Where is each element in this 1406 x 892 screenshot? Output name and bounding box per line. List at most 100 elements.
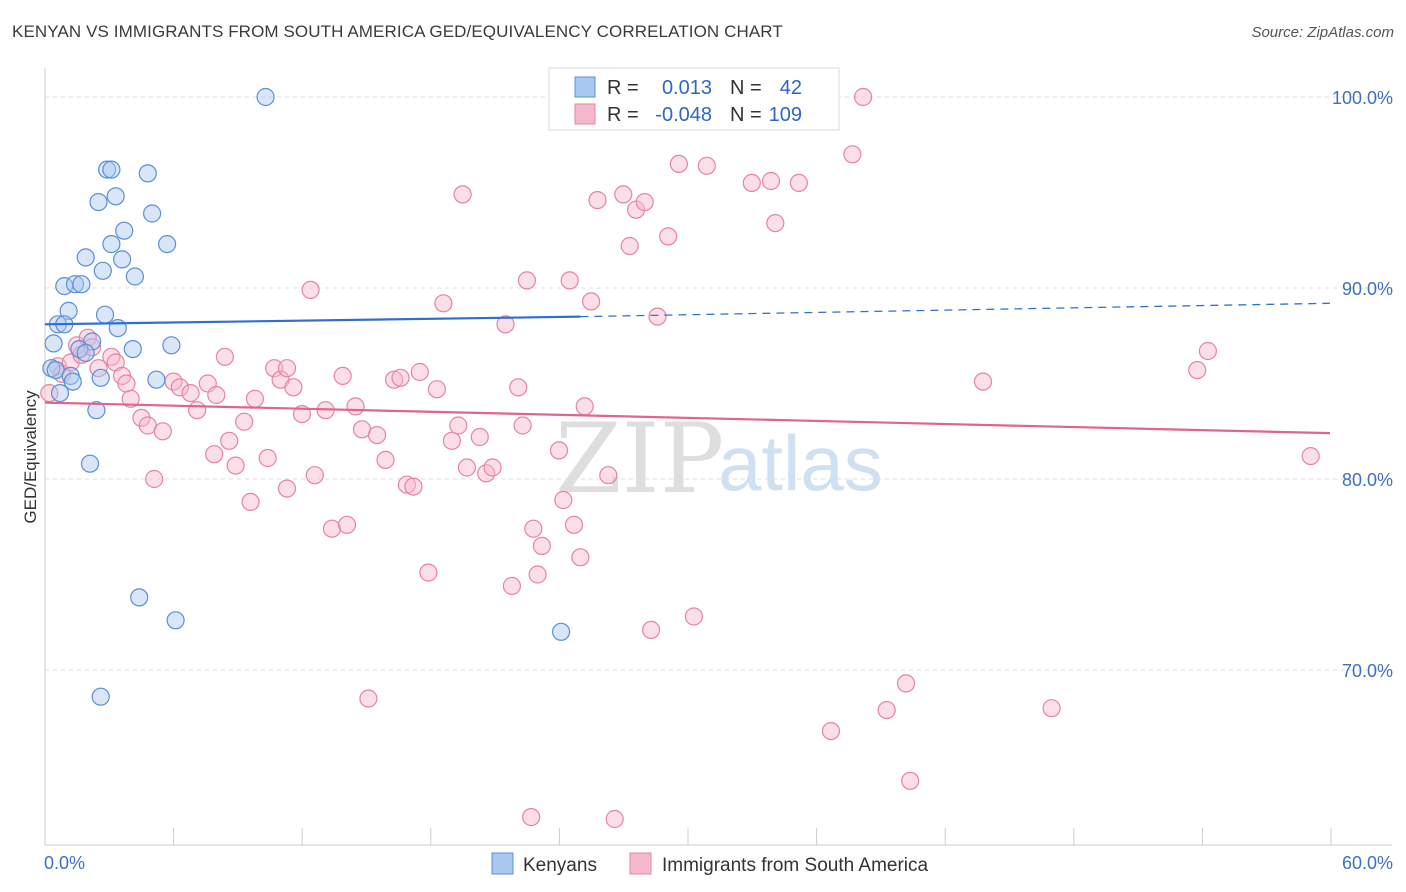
data-point bbox=[896, 674, 916, 693]
data-point bbox=[153, 422, 172, 441]
data-point bbox=[697, 156, 716, 175]
data-point bbox=[877, 700, 896, 720]
legend-n-value-1: 42 bbox=[780, 77, 802, 99]
data-point bbox=[158, 235, 177, 254]
data-point bbox=[91, 368, 110, 387]
data-point bbox=[346, 397, 365, 416]
data-point bbox=[50, 384, 70, 403]
data-point bbox=[635, 193, 654, 212]
chart-title: KENYAN VS IMMIGRANTS FROM SOUTH AMERICA … bbox=[12, 22, 783, 41]
data-point bbox=[130, 588, 149, 607]
data-point bbox=[517, 271, 537, 290]
trend-line-kenyans bbox=[44, 315, 581, 326]
data-point bbox=[258, 448, 277, 468]
data-point bbox=[235, 412, 254, 431]
data-point bbox=[215, 347, 234, 366]
legend-r-label-1: R = bbox=[607, 77, 639, 99]
data-point bbox=[669, 154, 689, 173]
data-point bbox=[761, 171, 781, 191]
data-point bbox=[1198, 341, 1218, 361]
data-point bbox=[457, 458, 476, 477]
data-point bbox=[220, 431, 239, 450]
data-point bbox=[641, 620, 661, 640]
data-point bbox=[97, 160, 117, 179]
data-point bbox=[117, 374, 136, 393]
data-point bbox=[44, 334, 63, 353]
data-point bbox=[427, 380, 446, 399]
data-point bbox=[524, 519, 543, 538]
x-tick-marks bbox=[44, 828, 1332, 845]
data-point bbox=[404, 477, 423, 496]
data-point bbox=[115, 221, 134, 240]
data-point bbox=[181, 384, 200, 403]
data-point bbox=[367, 426, 387, 445]
data-point bbox=[143, 204, 162, 223]
data-point bbox=[821, 721, 841, 741]
data-point bbox=[385, 370, 404, 389]
data-point bbox=[125, 267, 144, 286]
data-point bbox=[112, 250, 132, 269]
data-point bbox=[434, 294, 453, 313]
data-point bbox=[453, 185, 472, 204]
data-point bbox=[138, 164, 157, 183]
data-point bbox=[449, 416, 468, 435]
data-point bbox=[571, 548, 590, 567]
data-point bbox=[575, 397, 594, 416]
legend-r-value-1: 0.013 bbox=[662, 77, 712, 99]
data-point bbox=[87, 401, 106, 420]
data-point bbox=[560, 271, 579, 290]
y-tick-label: 90.0% bbox=[1342, 279, 1393, 299]
data-point bbox=[789, 173, 809, 192]
data-point bbox=[614, 185, 633, 204]
legend-r-label-2: R = bbox=[607, 104, 639, 126]
data-point bbox=[843, 145, 862, 164]
data-point bbox=[322, 519, 342, 538]
data-point bbox=[419, 563, 438, 582]
data-point bbox=[605, 809, 624, 829]
data-point bbox=[496, 315, 515, 334]
data-point bbox=[620, 236, 639, 256]
data-point bbox=[599, 466, 618, 485]
data-point bbox=[170, 378, 189, 397]
data-point bbox=[301, 280, 320, 299]
data-point bbox=[162, 336, 181, 355]
data-point bbox=[123, 340, 142, 359]
data-point bbox=[551, 622, 571, 641]
data-point bbox=[284, 378, 303, 397]
data-point bbox=[359, 689, 378, 708]
series-legend: Kenyans Immigrants from South America bbox=[491, 852, 929, 876]
data-point bbox=[376, 450, 395, 469]
data-point bbox=[766, 214, 785, 233]
data-point bbox=[132, 408, 151, 427]
grid-lines bbox=[45, 96, 1392, 671]
data-point bbox=[391, 368, 410, 387]
legend-box bbox=[548, 67, 840, 131]
legend-swatch-kenyans bbox=[574, 76, 596, 98]
data-point bbox=[337, 515, 357, 534]
data-point bbox=[93, 261, 112, 280]
data-point bbox=[102, 235, 121, 254]
data-point bbox=[63, 372, 82, 391]
data-point bbox=[659, 227, 678, 246]
data-point bbox=[470, 427, 489, 447]
data-point bbox=[256, 87, 275, 107]
data-point bbox=[245, 389, 264, 408]
data-point bbox=[502, 576, 521, 596]
data-point bbox=[76, 343, 95, 362]
data-point bbox=[102, 160, 121, 179]
data-point bbox=[241, 492, 260, 511]
data-point bbox=[1042, 699, 1061, 718]
data-point bbox=[207, 385, 226, 405]
legend-swatch-south-america bbox=[574, 103, 596, 125]
data-point bbox=[76, 248, 95, 267]
bottom-legend-label-south-america: Immigrants from South America bbox=[662, 855, 929, 876]
trend-line-south-america bbox=[44, 401, 1331, 435]
data-point bbox=[277, 479, 297, 498]
y-tick-label: 100.0% bbox=[1332, 88, 1393, 108]
data-point bbox=[1301, 447, 1320, 466]
data-point bbox=[564, 515, 584, 534]
data-point bbox=[648, 307, 667, 326]
data-point bbox=[205, 445, 224, 464]
data-point bbox=[853, 87, 873, 107]
